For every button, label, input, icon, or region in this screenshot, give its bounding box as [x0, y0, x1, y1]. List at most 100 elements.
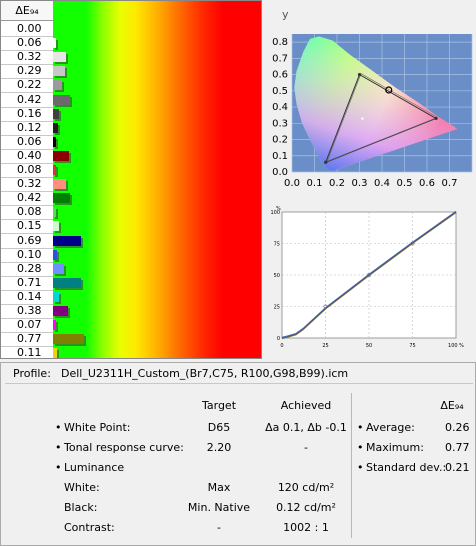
cie-y-tick-label: 0.3 [272, 118, 288, 129]
delta-e-value: 0.14 [1, 290, 53, 305]
column-divider [351, 393, 352, 538]
delta-e-value: 0.32 [1, 50, 53, 66]
white-target: Max [207, 481, 231, 494]
cie-primary-point [324, 160, 328, 164]
tone-x-tick-label: 100 % [448, 343, 464, 349]
achieved-column-header: Achieved [280, 399, 332, 412]
tone-measurement-point [323, 304, 328, 309]
contrast-target: - [217, 521, 221, 534]
cie-gamut-triangle [324, 73, 438, 164]
cie-primary-point [357, 72, 362, 77]
delta-e-bar [53, 52, 66, 63]
delta-e-bar [53, 306, 69, 316]
cie-y-tick-label: 0.1 [272, 151, 288, 162]
delta-e-bar [53, 193, 70, 204]
delta-e-bar [53, 136, 56, 147]
contrast-achieved: 1002 : 1 [283, 521, 329, 534]
cie-x-tick-label: 0.7 [442, 178, 458, 189]
delta-e-bar [53, 108, 60, 119]
tone-y-tick-label: 0 [277, 336, 280, 342]
profile-name: Dell_U2311H_Custom_(Br7,C75, R100,G98,B9… [61, 367, 349, 380]
black-achieved: 0.12 cd/m² [276, 501, 336, 514]
delta-e-value: 0.07 [1, 318, 53, 334]
tone-x-tick-label: 75 [409, 343, 415, 349]
cie-x-tick-label: 0.0 [284, 178, 300, 189]
cie-x-tick-label: 0.3 [352, 178, 368, 189]
delta-e-value: 0.16 [1, 107, 53, 122]
white-point-target: D65 [207, 421, 231, 434]
white-point-achieved: Δa 0.1, Δb -0.1 [265, 421, 347, 434]
cie-white-point-marker [385, 86, 393, 94]
cie-x-tick-label: 0.1 [307, 178, 323, 189]
delta-e-bar [53, 291, 59, 302]
tone-y-tick-label: 25 [274, 305, 280, 311]
stddev-label: Standard dev.: [357, 461, 446, 474]
delta-e-gradient-background [53, 1, 261, 358]
cie-primary-point [434, 116, 438, 121]
cie-x-tick-label: 0.6 [419, 178, 435, 189]
tonal-response-label: Tonal response curve: [55, 441, 184, 454]
cie-y-tick-label: 0.0 [272, 167, 288, 178]
tonal-response-target: 2.20 [206, 441, 232, 454]
delta-e-bar-chart: ΔE₉₄ 0.00 0.06 0.32 0.29 0.22 0.42 0.16 0.12 0.0… [0, 0, 262, 359]
luminance-label: Luminance [55, 461, 124, 474]
delta-e-bar [53, 94, 70, 105]
cie-y-axis-label: y [282, 8, 289, 21]
cie-y-tick-label: 0.7 [272, 53, 288, 64]
contrast-label: Contrast: [64, 521, 115, 534]
delta-e-value: 0.06 [1, 135, 53, 150]
stddev-value: 0.21 [445, 461, 470, 474]
delta-e-bar [53, 38, 56, 49]
delta-e-value: 0.28 [1, 262, 53, 277]
white-point-label: White Point: [55, 421, 130, 434]
delta-e-bar [53, 122, 58, 133]
delta-e-value: 0.29 [1, 64, 53, 80]
black-target: Min. Native [187, 501, 251, 514]
cie-y-tick-label: 0.6 [272, 70, 288, 81]
delta-e-value: 0.42 [1, 93, 53, 108]
delta-e-header: ΔE₉₄ [1, 1, 53, 21]
tonal-response-chart: 0 25 50 75 100 % 100 75 50 25 0% [266, 202, 476, 358]
delta-e-value: 0.42 [1, 191, 53, 207]
delta-e-bar [53, 249, 57, 260]
summary-panel: Profile: Dell_U2311H_Custom_(Br7,C75, R1… [0, 362, 476, 546]
cie-d65-point [361, 117, 364, 120]
delta-e-value-column: ΔE₉₄ 0.00 0.06 0.32 0.29 0.22 0.42 0.16 0.12 0.0… [1, 1, 53, 358]
tone-x-tick-label: 25 [322, 343, 328, 349]
delta-e-bar [53, 221, 59, 232]
delta-e-bar [53, 165, 57, 175]
tone-curve [281, 210, 457, 338]
delta-e-bar [53, 179, 66, 190]
white-label: White: [64, 481, 100, 494]
delta-e-value: 0.40 [1, 149, 53, 164]
tone-measurement-point [367, 273, 371, 277]
delta-e-value: 0.11 [1, 346, 53, 358]
delta-e-bar [53, 80, 62, 91]
delta-e-bar [53, 320, 56, 331]
cie-x-tick-label: 0.5 [397, 178, 413, 189]
delta-e-value: 0.00 [1, 22, 53, 37]
delta-e-column-header: ΔE₉₄ [440, 399, 464, 412]
cie-y-tick-label: 0.5 [272, 86, 288, 97]
tonal-response-achieved: - [304, 441, 308, 454]
tone-y-axis-unit: % [276, 206, 281, 212]
cie-gamut-triangle-inner [326, 73, 439, 162]
delta-e-value: 0.06 [1, 36, 53, 52]
delta-e-bar [53, 348, 58, 358]
tone-x-tick-label: 0 [280, 343, 283, 349]
tone-x-tick-label: 50 [366, 343, 372, 349]
delta-e-value: 0.32 [1, 177, 53, 193]
delta-e-value: 0.71 [1, 276, 53, 291]
target-column-header: Target [201, 399, 237, 412]
delta-e-bar [53, 277, 82, 288]
delta-e-value: 0.10 [1, 248, 53, 263]
delta-e-bar [53, 263, 65, 274]
delta-e-value: 0.77 [1, 332, 53, 348]
delta-e-bar [53, 207, 57, 218]
white-achieved: 120 cd/m² [277, 481, 335, 494]
tone-y-tick-label: 50 [274, 273, 280, 279]
black-label: Black: [64, 501, 98, 514]
delta-e-value: 0.22 [1, 78, 53, 94]
tone-measurement-point [410, 241, 415, 246]
cie-chromaticity-diagram: 0.0 0.1 0.2 0.3 0.4 0.5 0.6 0.7 0.0 0.1 0.2 0.3 0.4 0… [266, 2, 476, 200]
